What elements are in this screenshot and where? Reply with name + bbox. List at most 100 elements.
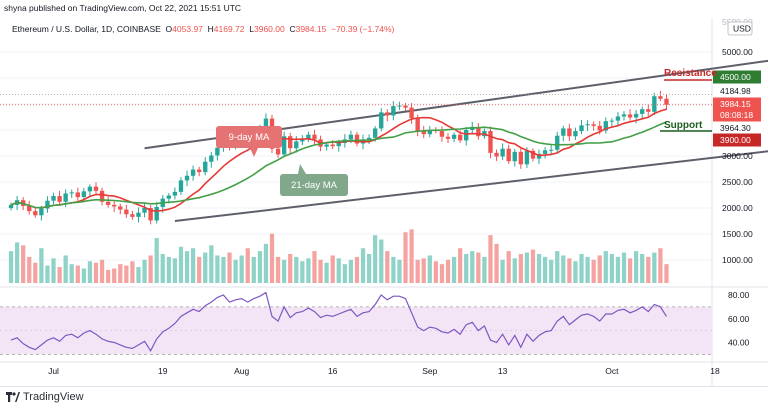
publisher-line: shyna published on TradingView.com, Oct … <box>4 3 242 13</box>
candle <box>494 152 499 157</box>
candle <box>294 141 299 149</box>
volume-bar <box>439 264 445 283</box>
volume-bar <box>451 256 457 283</box>
volume-bar <box>69 264 74 283</box>
volume-bar <box>658 248 663 283</box>
candle <box>542 150 548 154</box>
volume-bar <box>391 256 396 283</box>
volume-bar <box>524 252 530 283</box>
candle <box>391 106 396 116</box>
volume-bar <box>233 259 238 283</box>
candle <box>27 205 32 212</box>
volume-bar <box>409 229 414 283</box>
volume-bar <box>148 255 153 283</box>
volume-bar <box>306 258 311 283</box>
brand-label: TradingView <box>23 391 84 403</box>
ma9-callout-pointer <box>250 148 258 157</box>
volume-bar <box>549 259 554 283</box>
support-box-tag-box <box>713 133 761 147</box>
time-tick-label: 13 <box>498 366 508 376</box>
volume-bar <box>275 256 281 283</box>
candle <box>403 105 408 108</box>
volume-bar <box>106 269 111 283</box>
candle <box>112 204 117 207</box>
tradingview-brand[interactable]: TradingView <box>6 391 84 403</box>
volume-bar <box>112 268 117 283</box>
volume-bar <box>640 254 645 283</box>
channel-lower-line <box>174 150 768 222</box>
time-tick-label: 18 <box>710 366 720 376</box>
volume-bar <box>621 252 627 283</box>
volume-bar <box>385 251 390 283</box>
rsi-tick-label: 60.00 <box>728 314 750 324</box>
volume-bar <box>27 256 32 283</box>
candle <box>312 134 317 140</box>
volume-bar <box>403 232 408 283</box>
volume-bar <box>542 256 548 283</box>
price-tick-label: 2000.00 <box>722 203 753 213</box>
time-tick-label: 19 <box>158 366 168 376</box>
volume-bar <box>476 252 481 283</box>
volume-bar <box>573 261 578 283</box>
candle <box>336 143 341 147</box>
candle <box>8 204 14 209</box>
volume-bar <box>142 259 147 283</box>
candle <box>190 169 196 176</box>
volume-bar <box>506 251 511 283</box>
candle <box>633 113 639 118</box>
price-tick-label: 2500.00 <box>722 177 753 187</box>
volume-bar <box>227 252 232 283</box>
candle <box>627 114 633 118</box>
volume-bar <box>652 252 657 283</box>
volume-bar <box>585 256 590 283</box>
volume-bar <box>366 254 372 283</box>
volume-bar <box>57 267 62 283</box>
volume-bar <box>63 255 68 283</box>
low-label: L <box>249 24 254 34</box>
candle <box>615 116 621 121</box>
candle <box>178 180 184 192</box>
ma21-line <box>10 121 667 209</box>
resistance-label: Resistance <box>664 68 717 79</box>
candle <box>567 128 572 137</box>
candle <box>379 112 384 129</box>
time-axis[interactable]: Jul19Aug16Sep13Oct18Nov <box>48 366 768 376</box>
volume-bar <box>166 256 171 283</box>
support-price-tag-box <box>713 121 761 135</box>
candle <box>397 105 402 107</box>
candle <box>51 196 56 201</box>
volume-bar <box>75 265 80 283</box>
volume-bar <box>627 258 633 283</box>
candle <box>184 175 190 181</box>
time-tick-label: Aug <box>234 366 249 376</box>
volume-bar <box>427 255 432 283</box>
symbol-name: Ethereum / U.S. Dollar, 1D, COINBASE <box>12 24 161 34</box>
price-tick-label: 1500.00 <box>722 229 753 239</box>
candle <box>658 96 663 99</box>
volume-bar <box>190 248 196 283</box>
candle <box>464 130 469 141</box>
volume-bar <box>379 239 384 283</box>
open-value: 4053.97 <box>172 24 203 34</box>
volume-bar <box>8 251 14 283</box>
candle <box>488 131 493 153</box>
candle <box>476 126 481 137</box>
candle <box>500 148 505 157</box>
candle <box>621 114 627 117</box>
candle <box>366 137 372 140</box>
volume-bar <box>567 258 572 283</box>
volume-bar <box>39 248 44 283</box>
candle <box>69 192 74 194</box>
rsi-line <box>10 291 668 353</box>
candle <box>439 131 445 137</box>
volume-bar <box>500 259 505 283</box>
volume-bar <box>512 258 517 283</box>
volume-bar <box>203 252 208 283</box>
candle <box>385 112 390 116</box>
candle <box>124 209 129 215</box>
volume-bar <box>603 251 608 283</box>
last-high-tag-box <box>713 84 761 98</box>
candle <box>75 192 80 198</box>
candle <box>445 136 451 139</box>
